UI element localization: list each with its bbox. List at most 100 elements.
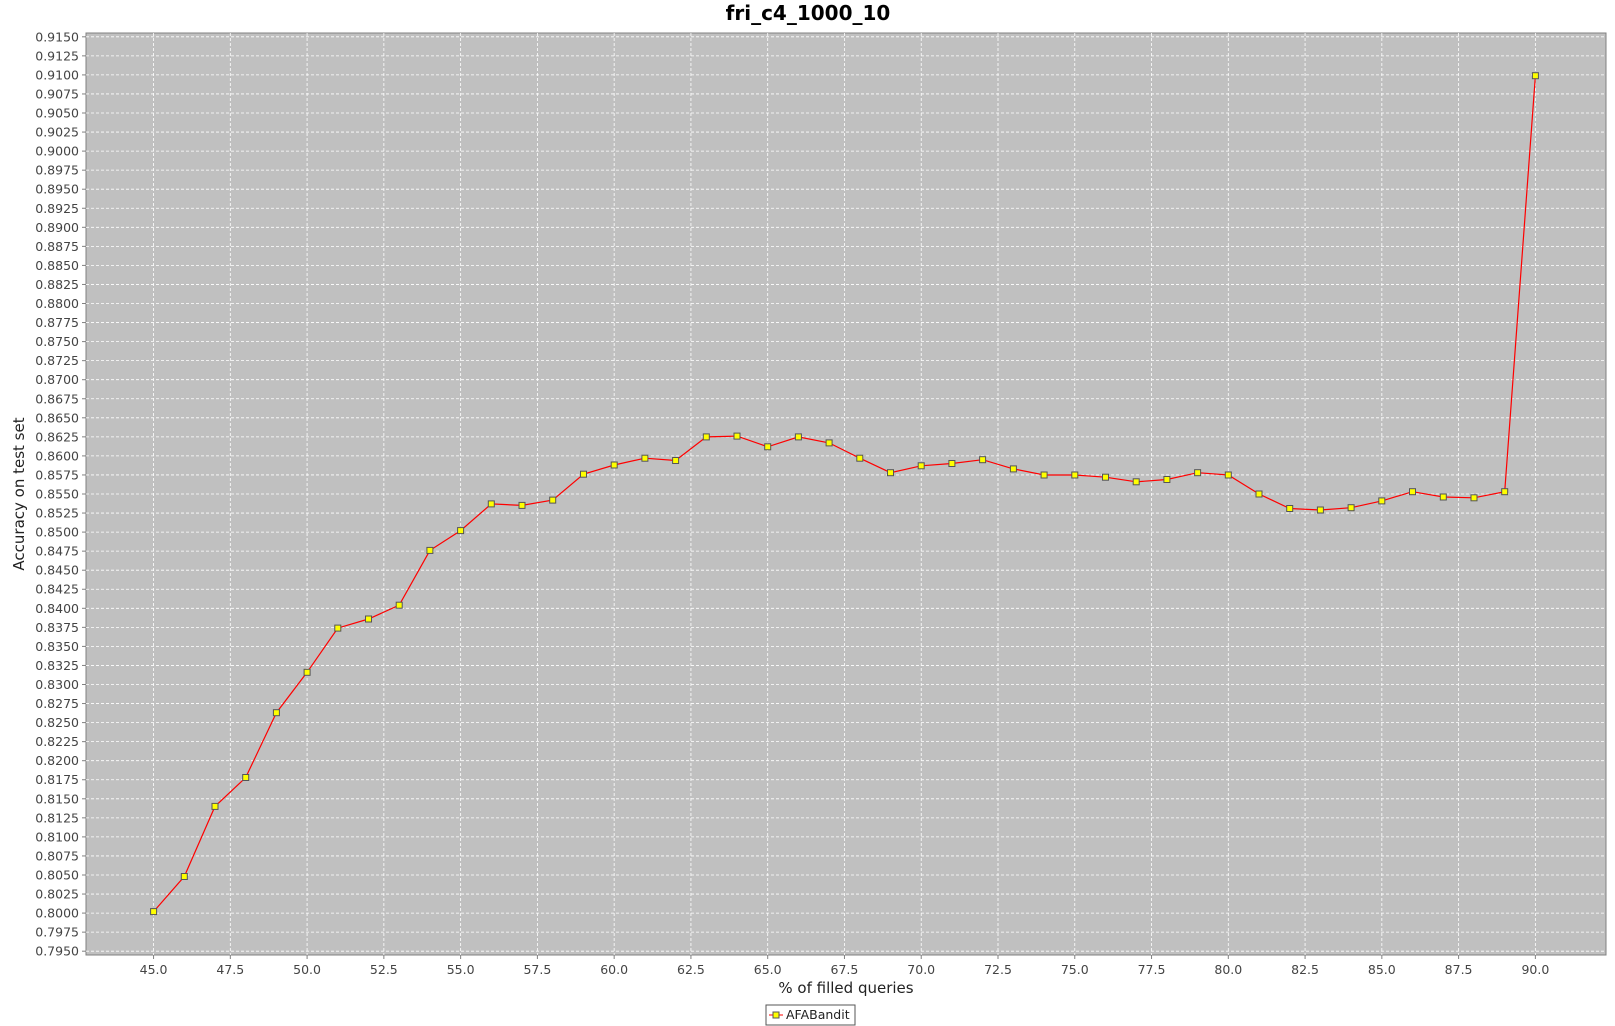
x-tick-label: 47.5 <box>216 962 244 977</box>
data-point <box>794 433 802 441</box>
y-tick-label: 0.9100 <box>35 67 79 82</box>
data-point <box>1531 72 1539 80</box>
data-point <box>180 873 188 880</box>
data-point <box>1224 471 1232 479</box>
data-point <box>1009 465 1017 473</box>
y-tick-label: 0.8400 <box>35 601 79 616</box>
x-tick-label: 57.5 <box>523 962 551 977</box>
y-tick-label: 0.8725 <box>35 353 79 368</box>
y-tick-label: 0.7975 <box>35 925 79 940</box>
y-tick-label: 0.8225 <box>35 734 79 749</box>
data-point <box>365 615 372 623</box>
data-point <box>764 443 772 451</box>
x-tick-label: 75.0 <box>1061 962 1089 977</box>
data-point <box>917 462 925 470</box>
y-tick-label: 0.8450 <box>35 563 79 578</box>
y-tick-label: 0.9150 <box>35 29 79 44</box>
y-tick-label: 0.8325 <box>35 658 79 673</box>
y-tick-label: 0.8525 <box>35 506 79 521</box>
y-axis-title: Accuracy on test set <box>10 417 28 570</box>
y-tick-label: 0.8750 <box>35 334 79 349</box>
y-tick-label: 0.8025 <box>35 887 79 902</box>
y-tick-label: 0.8625 <box>35 429 79 444</box>
gridlines <box>86 33 1606 955</box>
y-tick-label: 0.8050 <box>35 867 79 882</box>
data-point <box>1347 504 1355 512</box>
axes: 0.7950 0.7975 0.8000 0.8025 0.8050 0.8075 0.81… <box>35 29 1549 977</box>
y-tick-label: 0.8300 <box>35 677 79 692</box>
y-tick-label: 0.8825 <box>35 277 79 292</box>
data-point <box>1316 506 1324 514</box>
data-point <box>549 496 557 504</box>
data-point <box>948 460 956 467</box>
data-point <box>1378 497 1386 505</box>
data-point <box>1439 493 1447 501</box>
y-tick-label: 0.8900 <box>35 220 79 235</box>
y-tick-label: 0.8600 <box>35 448 79 463</box>
y-tick-label: 0.7950 <box>35 944 79 959</box>
data-series <box>150 72 1539 916</box>
y-tick-label: 0.8125 <box>35 810 79 825</box>
x-tick-label: 80.0 <box>1214 962 1242 977</box>
data-point <box>518 501 526 509</box>
data-point <box>733 432 741 440</box>
x-tick-label: 70.0 <box>907 962 935 977</box>
y-tick-label: 0.9125 <box>35 48 79 63</box>
y-tick-label: 0.8100 <box>35 829 79 844</box>
x-tick-label: 65.0 <box>754 962 782 977</box>
y-tick-label: 0.8425 <box>35 582 79 597</box>
x-tick-label: 45.0 <box>140 962 168 977</box>
x-tick-label: 62.5 <box>677 962 705 977</box>
data-point <box>610 461 618 469</box>
y-tick-label: 0.9075 <box>35 86 79 101</box>
x-tick-label: 82.5 <box>1291 962 1319 977</box>
data-point <box>211 802 219 810</box>
data-point <box>580 470 587 478</box>
data-point <box>242 774 250 781</box>
data-point <box>1470 494 1478 502</box>
data-point <box>487 500 495 508</box>
y-tick-label: 0.8500 <box>35 525 79 540</box>
data-point <box>856 454 864 462</box>
x-axis-title: % of filled queries <box>778 979 913 997</box>
y-tick-label: 0.8350 <box>35 639 79 654</box>
x-tick-label: 90.0 <box>1521 962 1549 977</box>
y-tick-label: 0.8075 <box>35 848 79 863</box>
y-tick-label: 0.8650 <box>35 410 79 425</box>
data-point <box>1501 488 1509 496</box>
x-tick-label: 55.0 <box>447 962 475 977</box>
data-point <box>150 908 158 916</box>
data-point <box>1409 488 1416 496</box>
y-tick-label: 0.8675 <box>35 391 79 406</box>
x-tick-label: 52.5 <box>370 962 398 977</box>
x-tick-label: 72.5 <box>984 962 1012 977</box>
y-tick-label: 0.8175 <box>35 772 79 787</box>
y-tick-label: 0.8475 <box>35 544 79 559</box>
y-tick-label: 0.8925 <box>35 201 79 216</box>
data-point <box>334 624 342 632</box>
y-tick-label: 0.9050 <box>35 106 79 121</box>
y-tick-label: 0.8375 <box>35 620 79 635</box>
y-tick-label: 0.8800 <box>35 296 79 311</box>
data-point <box>303 668 311 676</box>
data-point <box>1102 473 1109 481</box>
x-tick-label: 50.0 <box>293 962 321 977</box>
y-tick-label: 0.8275 <box>35 696 79 711</box>
data-point <box>672 457 680 464</box>
data-point <box>457 527 465 535</box>
data-point <box>1132 478 1140 486</box>
data-point <box>1071 471 1079 479</box>
y-tick-label: 0.8875 <box>35 239 79 254</box>
data-point <box>825 439 833 447</box>
y-tick-label: 0.9000 <box>35 144 79 159</box>
data-point <box>979 456 987 464</box>
x-tick-label: 85.0 <box>1368 962 1396 977</box>
y-tick-label: 0.8150 <box>35 791 79 806</box>
y-tick-label: 0.8700 <box>35 372 79 387</box>
y-tick-label: 0.8200 <box>35 753 79 768</box>
y-tick-label: 0.8975 <box>35 163 79 178</box>
x-tick-label: 87.5 <box>1445 962 1473 977</box>
y-tick-label: 0.8950 <box>35 182 79 197</box>
